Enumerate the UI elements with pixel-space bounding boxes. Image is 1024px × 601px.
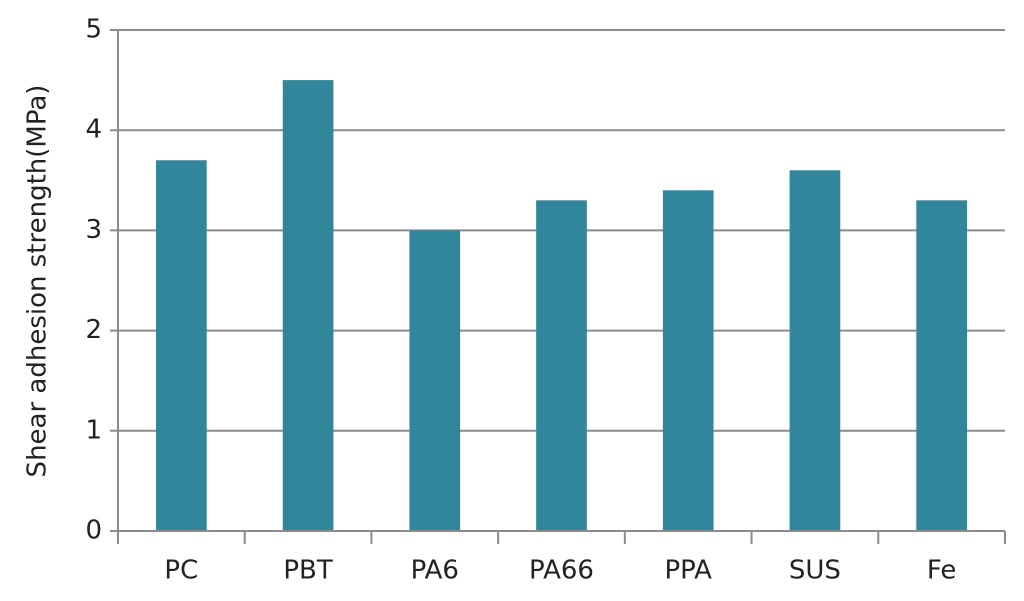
bar (662, 190, 714, 531)
y-tick-label: 4 (85, 115, 102, 145)
bar (789, 170, 841, 531)
y-tick-label: 2 (85, 315, 102, 345)
y-tick-label: 5 (85, 15, 102, 45)
x-tick-label: PPA (664, 556, 712, 586)
bar (282, 80, 334, 531)
x-tick-label: Fe (927, 556, 957, 586)
x-tick-label: PA66 (529, 556, 594, 586)
y-tick-label: 3 (85, 215, 102, 245)
bar (156, 160, 207, 531)
x-tick-label: PBT (283, 556, 333, 586)
y-axis-label: Shear adhesion strength(MPa) (23, 85, 53, 478)
bar (409, 230, 461, 531)
x-tick-label: PA6 (411, 556, 459, 586)
x-tick-label: PC (164, 556, 198, 586)
y-tick-label: 1 (85, 415, 102, 445)
bar (916, 200, 967, 531)
bar (536, 200, 587, 531)
x-tick-label: SUS (789, 556, 841, 586)
y-tick-label: 0 (85, 516, 102, 546)
